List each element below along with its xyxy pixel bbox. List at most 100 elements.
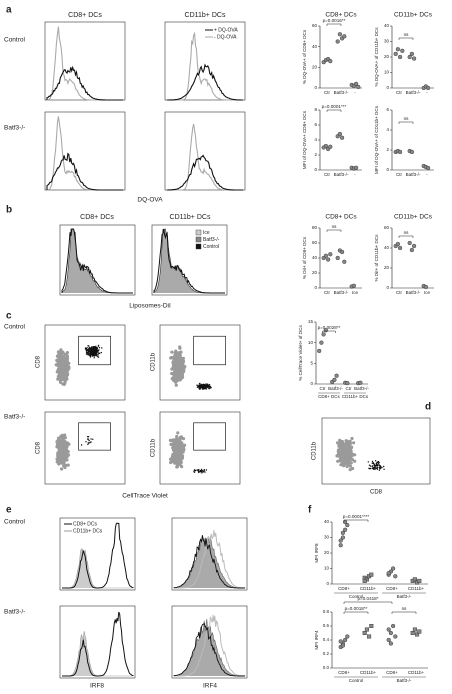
- x-tick-label: CD11b+: [408, 670, 425, 675]
- histogram-curve: [167, 154, 243, 191]
- data-point: [393, 51, 398, 56]
- histogram-curve: [46, 116, 123, 191]
- histogram-curve: [153, 228, 225, 294]
- data-point: [362, 578, 367, 583]
- flow-event: [367, 461, 369, 463]
- flow-event: [180, 374, 184, 378]
- flow-event: [341, 459, 345, 463]
- flow-event: [92, 351, 94, 354]
- flow-event: [58, 440, 62, 445]
- data-point: [391, 566, 396, 571]
- flow-event: [93, 357, 95, 359]
- plot-frame: [59, 224, 136, 296]
- x-tick-label: Batf3-/-: [334, 290, 349, 295]
- flow-frame: [321, 417, 431, 485]
- flow-event: [57, 462, 61, 466]
- flow-event: [172, 447, 176, 451]
- flow-event: [64, 362, 68, 366]
- data-point: [417, 629, 422, 634]
- y-tick-label: 0.4: [323, 637, 330, 642]
- legend-swatch: [195, 236, 202, 243]
- significance-bracket: [398, 235, 414, 238]
- flow-event: [199, 470, 202, 472]
- significance-bracket: [326, 229, 342, 232]
- significance-bracket: [343, 601, 393, 604]
- flow-event: [205, 388, 208, 390]
- y-tick-label: 40: [324, 519, 330, 524]
- data-point: [335, 39, 340, 44]
- y-tick-label: 10: [308, 340, 314, 345]
- flow-event: [173, 460, 177, 464]
- significance-bracket: [326, 23, 342, 26]
- y-axis-label: CD8: [36, 441, 42, 454]
- x-tick-label: Batf3-/-: [354, 386, 369, 391]
- flow-event: [201, 472, 203, 474]
- row-label: Batf3-/-: [4, 609, 25, 616]
- flow-event: [181, 362, 185, 366]
- flow-event: [176, 363, 180, 367]
- group-label: Batf3-/-: [397, 594, 412, 599]
- flow-event: [374, 468, 376, 470]
- data-point: [345, 522, 350, 528]
- significance-label: ns: [402, 606, 408, 611]
- panel-label: e: [6, 505, 12, 516]
- x-tick-label: Ctr: [320, 386, 327, 391]
- flow-event: [198, 471, 201, 473]
- flow-event: [66, 463, 70, 467]
- y-tick-label: 20: [324, 550, 330, 555]
- flow-event: [59, 361, 63, 366]
- data-point: [358, 380, 363, 385]
- data-point: [340, 135, 345, 140]
- flow-event: [57, 355, 61, 359]
- flow-event: [178, 444, 182, 448]
- significance-label: p=0.0016**: [323, 18, 346, 23]
- flow-event: [95, 345, 97, 347]
- flow-event: [85, 353, 88, 355]
- significance-bracket: [343, 519, 369, 522]
- flow-event: [55, 358, 59, 362]
- data-point: [367, 634, 372, 639]
- flow-event: [375, 462, 378, 465]
- data-point: [426, 165, 431, 171]
- flow-event: [353, 453, 357, 457]
- flow-event: [196, 386, 199, 388]
- flow-event: [207, 386, 209, 388]
- flow-event: [353, 459, 357, 463]
- gate: [78, 335, 111, 366]
- flow-event: [176, 377, 180, 381]
- data-point: [323, 253, 328, 258]
- plot-frame: [59, 605, 136, 679]
- data-point: [354, 81, 359, 86]
- flow-event: [64, 463, 68, 467]
- y-tick-label: 30: [324, 535, 330, 540]
- flow-event: [62, 378, 66, 382]
- data-point: [426, 85, 431, 91]
- flow-event: [180, 450, 184, 454]
- flow-event: [208, 387, 210, 389]
- y-tick-label: 20: [312, 270, 318, 275]
- flow-event: [98, 349, 100, 351]
- y-tick-label: 0.0: [323, 665, 330, 670]
- data-point: [343, 527, 348, 532]
- data-point: [362, 631, 367, 636]
- histogram-curve: [46, 152, 123, 191]
- x-tick-label: Ctr: [346, 386, 353, 391]
- plot-frame: [151, 224, 228, 296]
- y-tick-label: 20: [384, 265, 390, 270]
- flow-event: [181, 356, 185, 360]
- flow-event: [169, 356, 173, 360]
- flow-event: [377, 460, 380, 463]
- data-point: [393, 574, 398, 579]
- flow-event: [87, 349, 89, 351]
- y-tick-label: 15: [308, 319, 314, 324]
- gate: [193, 335, 226, 366]
- flow-event: [371, 467, 373, 470]
- flow-event: [169, 460, 173, 465]
- panel-label: f: [308, 505, 312, 516]
- data-point: [412, 243, 417, 249]
- flow-event: [343, 444, 347, 448]
- data-point: [338, 543, 343, 548]
- x-tick-label: CD11b+: [408, 586, 425, 591]
- flow-event: [97, 356, 100, 358]
- flow-event: [98, 347, 101, 349]
